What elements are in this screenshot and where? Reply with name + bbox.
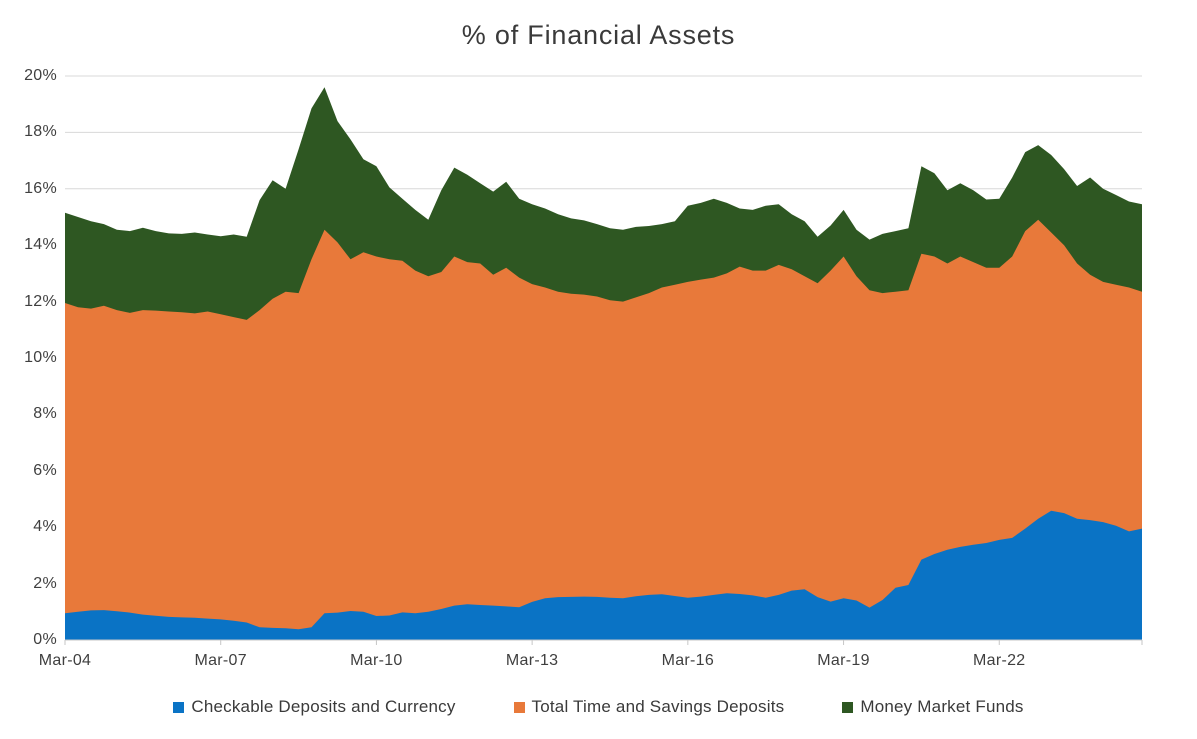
chart-title: % of Financial Assets	[461, 20, 736, 50]
y-tick-label: 8%	[33, 405, 57, 423]
legend-item-checkable-deposits: Checkable Deposits and Currency	[173, 697, 455, 717]
x-tick-label: Mar-10	[350, 652, 403, 669]
x-tick-label: Mar-13	[505, 652, 559, 669]
x-tick-label: Mar-07	[194, 652, 247, 669]
legend-item-time-savings-deposits: Total Time and Savings Deposits	[513, 697, 785, 717]
legend-swatch-time-savings-deposits	[513, 701, 525, 713]
y-tick-label: 4%	[33, 518, 57, 536]
x-tick-label: Mar-22	[973, 652, 1026, 669]
y-tick-label: 12%	[24, 292, 57, 310]
y-tick-label: 6%	[33, 461, 57, 479]
x-tick-label: Mar-04	[38, 652, 92, 669]
legend-swatch-checkable-deposits	[173, 701, 185, 713]
y-tick-label: 0%	[33, 631, 57, 648]
legend: Checkable Deposits and Currency Total Ti…	[0, 697, 1197, 717]
y-tick-label: 20%	[24, 67, 57, 84]
legend-label-time-savings-deposits: Total Time and Savings Deposits	[531, 697, 785, 716]
legend-label-money-market-funds: Money Market Funds	[860, 697, 1024, 716]
x-tick-label: Mar-19	[817, 652, 870, 669]
y-tick-label: 14%	[24, 236, 57, 254]
area-total-time-and-savings-deposits	[65, 219, 1142, 641]
legend-item-money-market-funds: Money Market Funds	[842, 697, 1023, 717]
y-tick-label: 10%	[24, 349, 57, 366]
y-tick-label: 16%	[24, 179, 57, 197]
y-tick-label: 2%	[33, 574, 57, 592]
x-tick-label: Mar-16	[661, 652, 715, 669]
area-checkable-deposits-and-currency	[65, 510, 1142, 640]
legend-label-checkable-deposits: Checkable Deposits and Currency	[191, 697, 456, 716]
legend-swatch-money-market-funds	[842, 701, 854, 713]
y-tick-label: 18%	[24, 123, 57, 141]
